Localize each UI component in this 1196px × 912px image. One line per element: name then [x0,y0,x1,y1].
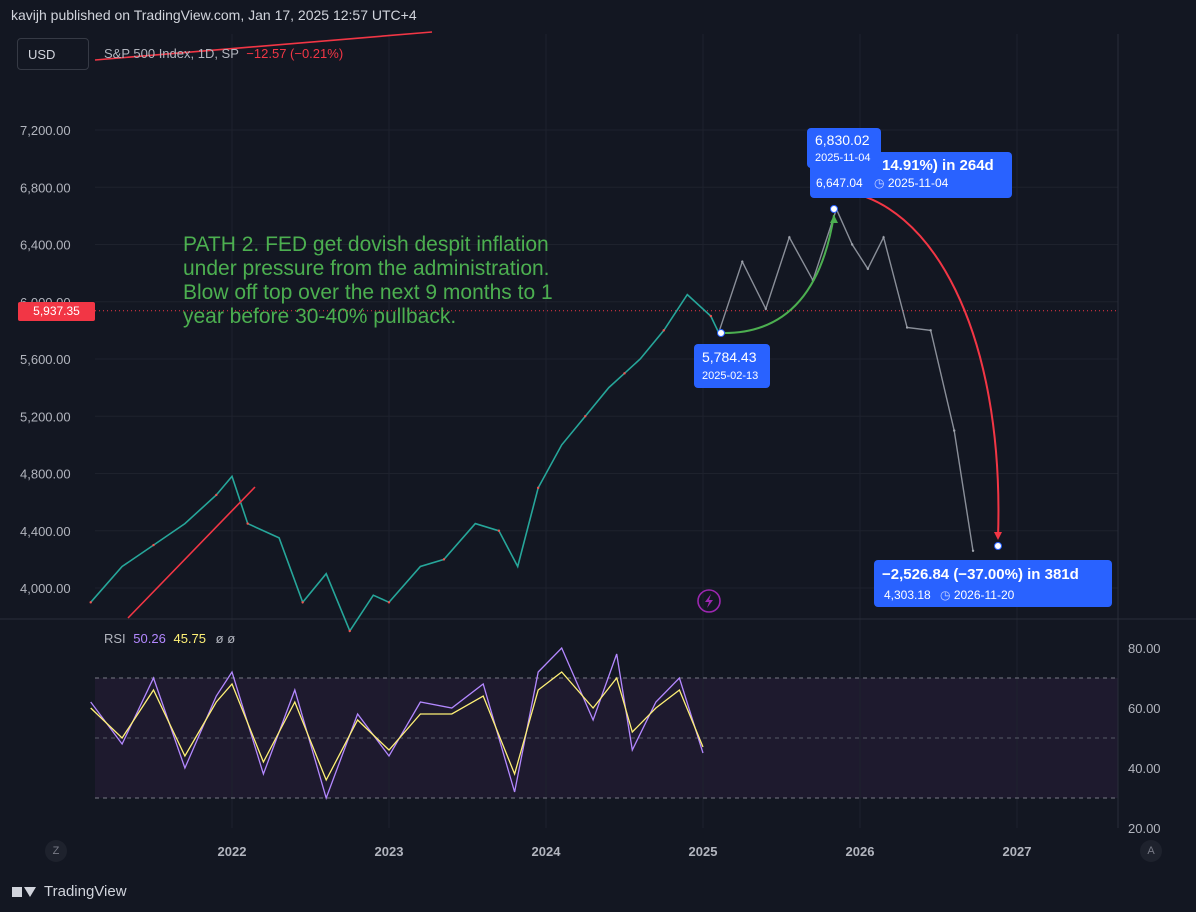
price-tick-label: 4,400.00 [20,524,71,539]
price-tick-label: 4,800.00 [20,467,71,482]
down-arc [839,190,1000,539]
footer: TradingView [0,876,1196,912]
price-chart[interactable]: 7,200.006,800.006,400.006,000.005,600.00… [0,0,1196,876]
price-line [90,293,720,633]
clock-icon: ◷ [874,176,888,190]
price-pane [95,34,1118,618]
brand-name: TradingView [44,883,127,900]
currency-button[interactable]: USD [17,38,89,70]
price-tick-label: 4,000.00 [20,581,71,596]
price-point [536,486,540,490]
down-move-text: −2,526.84 (−37.00%) in 381d [882,566,1079,583]
high-callout: 6,830.02 2025-11-04 [807,128,881,168]
high-price: 6,830.02 [815,132,870,148]
up-sub-price: 6,647.04 [816,176,863,190]
low-date: 2025-02-13 [702,370,759,382]
projection-point [866,267,870,271]
a-button[interactable]: A [1140,840,1162,862]
z-button[interactable]: Z [45,840,67,862]
up-arc [720,214,835,335]
down-arrowhead [994,532,1002,540]
publish-header: kavijh published on TradingView.com, Jan… [0,0,1196,30]
price-tick-label: 7,200.00 [20,123,71,138]
rsi-tick-label: 40.00 [1128,761,1161,776]
rsi-label: RSI [104,631,126,646]
projection-point [788,236,791,239]
rsi-value: 50.26 [133,631,166,646]
low-callout: 5,784.43 2025-02-13 [694,344,770,388]
low-price: 5,784.43 [702,349,757,365]
price-point [584,415,587,418]
price-point [89,601,92,604]
clock-icon: ◷ [940,588,954,602]
rsi-tick-label: 80.00 [1128,641,1161,656]
lightning-icon [697,589,721,613]
price-tick-label: 6,800.00 [20,180,71,195]
price-point [662,329,665,332]
price-point [497,529,501,532]
tradingview-logo[interactable]: TradingView [12,883,127,900]
up-sub-date: 2025-11-04 [887,176,949,190]
tradingview-logo-icon [12,885,38,899]
rsi-tick-label: 60.00 [1128,701,1161,716]
down-sub-price: 4,303.18 [884,588,931,602]
up-move-text: 14.91%) in 264d [882,157,994,174]
lightning-icon [705,594,713,608]
trend-line [127,486,256,619]
rsi-legend: RSI 50.26 45.75 ø ø [104,631,235,646]
symbol-title: S&P 500 Index, 1D, SP [104,46,239,61]
anchor-point [830,205,838,213]
up-arrowhead [830,215,838,223]
x-tick-label: 2025 [689,844,718,859]
x-tick-label: 2024 [532,844,562,859]
trend-line [94,31,433,61]
rsi-extra-values: ø ø [215,631,236,646]
x-tick-label: 2023 [375,844,404,859]
down-move-callout: −2,526.84 (−37.00%) in 381d 4,303.18 ◷ 2… [874,560,1112,607]
anchor-point [994,542,1002,550]
current-price-tag: 5,937.35 [18,302,95,321]
projection-point [850,243,854,246]
price-point [301,601,304,604]
anchor-point [717,329,725,337]
price-point [709,314,713,318]
rsi-tick-label: 20.00 [1128,821,1161,836]
price-point [246,522,249,525]
projection-point [929,329,932,332]
path-annotation: PATH 2. FED get dovish despit inflation … [183,233,553,328]
price-point [623,372,626,375]
projection-point [764,307,767,311]
price-point [387,601,391,604]
publish-info: kavijh published on TradingView.com, Jan… [11,7,417,23]
x-tick-label: 2027 [1003,844,1032,859]
symbol-legend: S&P 500 Index, 1D, SP −12.57 (−0.21%) [104,46,343,61]
x-tick-label: 2026 [846,844,875,859]
projection-point [953,429,956,432]
symbol-change: −12.57 (−0.21%) [246,46,344,61]
projection-point [741,260,744,263]
price-point [152,543,155,547]
down-sub-date: 2026-11-20 [953,588,1015,602]
rsi-ma-line [90,671,704,782]
high-date: 2025-11-04 [815,152,871,164]
price-point [215,493,218,497]
price-point [442,558,446,561]
x-tick-label: 2022 [218,844,247,859]
price-tick-label: 6,400.00 [20,238,71,253]
projection-point [905,326,909,329]
rsi-ma-value: 45.75 [173,631,207,646]
price-tick-label: 5,200.00 [20,409,71,424]
projection-point [882,236,885,239]
price-point [348,629,351,633]
price-tick-label: 5,600.00 [20,352,71,367]
projection-point [971,549,975,552]
